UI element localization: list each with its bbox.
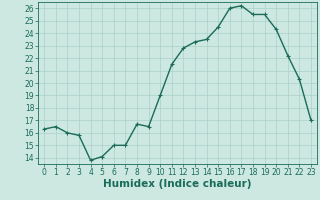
X-axis label: Humidex (Indice chaleur): Humidex (Indice chaleur) — [103, 179, 252, 189]
